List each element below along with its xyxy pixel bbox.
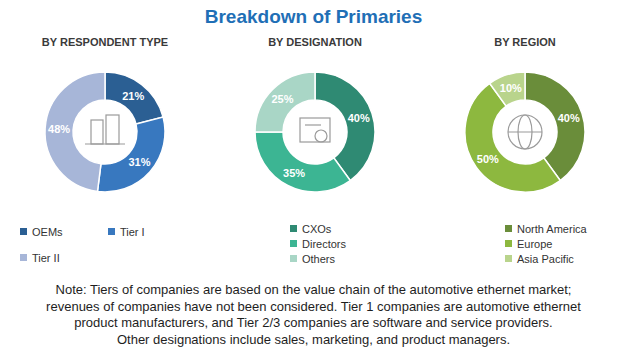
- legend-swatch: [290, 225, 297, 232]
- icon-part: [508, 115, 542, 149]
- legend: North America Europe Asia Pacific: [505, 223, 588, 265]
- legend-label: North America: [517, 223, 588, 235]
- legend-label: Asia Pacific: [517, 253, 574, 265]
- data-label: 10%: [500, 82, 522, 94]
- icon-part: [91, 120, 103, 144]
- icon-part: [85, 143, 125, 144]
- legend: CXOs Directors Others: [290, 223, 347, 265]
- legend-label: Europe: [517, 238, 552, 250]
- icon-bg: [494, 101, 556, 163]
- legend-swatch: [290, 240, 297, 247]
- data-label: 31%: [128, 156, 150, 168]
- center-icon: [74, 101, 136, 163]
- data-label: 25%: [271, 93, 293, 105]
- legend-label: Tier II: [32, 252, 60, 264]
- slices: 40% 35% 25%: [255, 72, 375, 192]
- legend-label: Tier I: [120, 226, 145, 238]
- icon-part: [106, 115, 119, 144]
- canvas: Breakdown of Primaries BY RESPONDENT TYPE…: [0, 0, 627, 357]
- data-label: 40%: [348, 112, 370, 124]
- note-line: revenues of companies have not been cons…: [46, 299, 581, 314]
- note-line: product manufacturers, and Tier 2/3 comp…: [74, 315, 552, 330]
- slices: 40% 50% 10%: [465, 72, 585, 192]
- icon-part: [508, 131, 542, 132]
- chart-title: BY DESIGNATION: [268, 36, 362, 48]
- main-title: Breakdown of Primaries: [205, 6, 423, 27]
- pie-chart: BY RESPONDENT TYPE 21% 31% 48% OEMs Tier I Tie…: [20, 36, 168, 264]
- pie-chart: BY REGION 40% 50% 10% North America Europe Asi…: [465, 36, 588, 265]
- legend-swatch: [505, 255, 512, 262]
- note-line: Note: Tiers of companies are based on th…: [56, 282, 572, 297]
- legend-swatch: [505, 225, 512, 232]
- legend-label: CXOs: [302, 223, 332, 235]
- legend-swatch: [108, 228, 115, 235]
- icon-bg: [74, 101, 136, 163]
- slice: [490, 72, 525, 106]
- note-line: Other designations include sales, market…: [117, 332, 510, 347]
- slices: 21% 31% 48%: [45, 72, 165, 192]
- data-label: 40%: [558, 112, 580, 124]
- data-label: 21%: [122, 90, 144, 102]
- legend-label: Others: [302, 253, 336, 265]
- legend-label: OEMs: [32, 226, 63, 238]
- chart-title: BY RESPONDENT TYPE: [42, 36, 168, 48]
- legend-swatch: [20, 254, 27, 261]
- legend-swatch: [20, 228, 27, 235]
- icon-part: [305, 124, 321, 125]
- legend-swatch: [290, 255, 297, 262]
- data-label: 35%: [283, 167, 305, 179]
- icon-part: [300, 118, 330, 142]
- icon-part: [315, 130, 327, 142]
- legend-label: Directors: [302, 238, 347, 250]
- legend-swatch: [505, 240, 512, 247]
- center-icon: [494, 101, 556, 163]
- legend: OEMs Tier I Tier II: [20, 226, 145, 264]
- pie-chart: BY DESIGNATION 40% 35% 25% CXOs Directors Othe…: [255, 36, 375, 265]
- data-label: 50%: [477, 153, 499, 165]
- icon-bg: [284, 101, 346, 163]
- chart-title: BY REGION: [494, 36, 556, 48]
- center-icon: [284, 101, 346, 163]
- data-label: 48%: [48, 123, 70, 135]
